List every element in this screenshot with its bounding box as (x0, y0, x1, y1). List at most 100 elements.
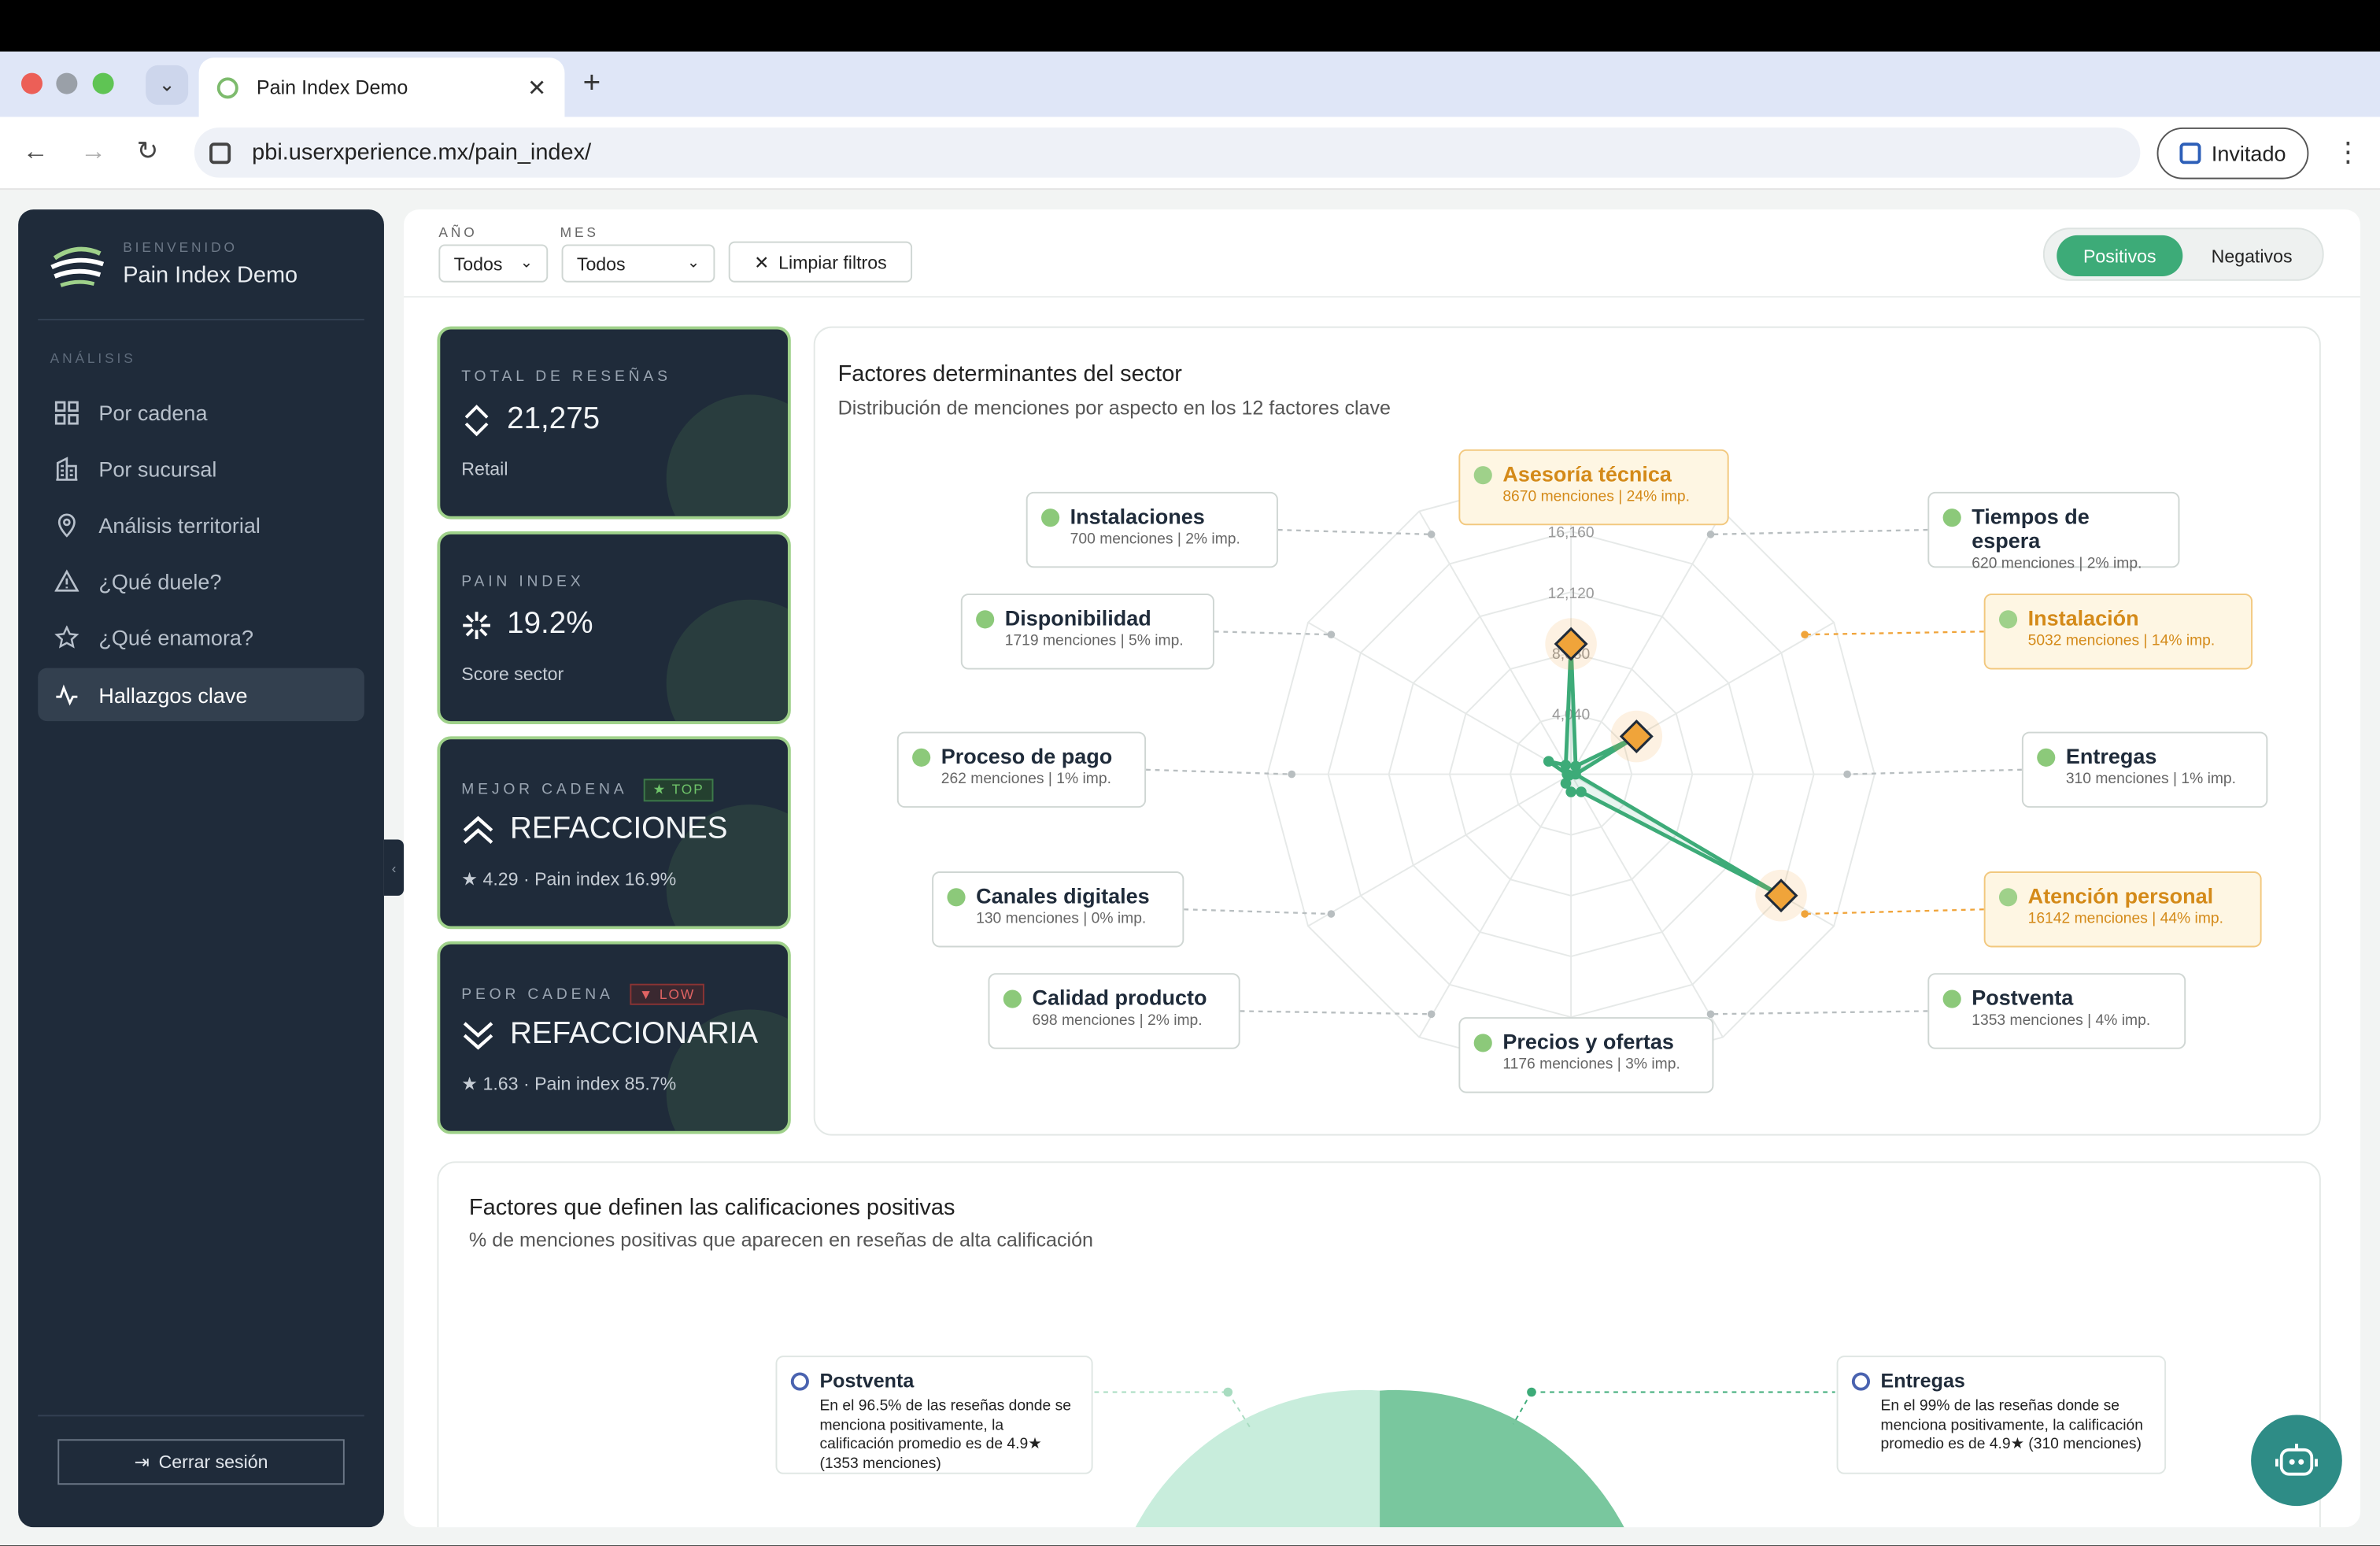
callout-leader (1512, 1392, 1532, 1425)
factor-label-box[interactable]: Precios y ofertas 1176 menciones | 3% imp… (1458, 1017, 1714, 1093)
factor-name: Instalaciones (1070, 504, 1205, 529)
factor-connector (1240, 1010, 1432, 1015)
factor-label-box[interactable]: Instalaciones 700 menciones | 2% imp. (1026, 491, 1278, 568)
year-select-value: Todos (453, 253, 503, 275)
factor-label-box[interactable]: Tiempos de espera 620 menciones | 2% imp. (1927, 491, 2180, 572)
factor-name: Proceso de pago (941, 744, 1113, 768)
kpi-label: MEJOR CADENA (461, 782, 627, 799)
radar-point (1570, 760, 1581, 772)
callout-dot (1223, 1387, 1233, 1397)
factor-label-box[interactable]: Calidad producto 698 menciones | 2% imp. (988, 973, 1240, 1049)
factor-icon (1998, 610, 2018, 629)
factor-icon (912, 748, 931, 767)
factor-icon (1942, 509, 1961, 527)
circle-icon (790, 1372, 809, 1391)
site-settings-icon[interactable] (209, 142, 231, 164)
double-chevron-up-icon (463, 815, 493, 843)
year-filter-label: AÑO (438, 224, 478, 240)
close-window-button[interactable] (21, 72, 43, 94)
location-pin-icon (54, 511, 81, 538)
browser-menu-icon[interactable]: ⋮ (2334, 136, 2362, 168)
factor-connector-dot (1288, 770, 1296, 779)
toggle-negativos[interactable]: Negativos (2211, 245, 2293, 267)
year-select[interactable]: Todos ⌄ (438, 244, 549, 283)
url-text: pbi.userxperience.mx/pain_index/ (252, 139, 592, 166)
factor-name: Calidad producto (1032, 985, 1207, 1010)
factor-stats: 16142 menciones | 44% imp. (2027, 911, 2224, 928)
positive-title: Factores que definen las calificaciones … (468, 1194, 955, 1221)
back-arrow-icon[interactable]: ← (22, 136, 49, 166)
circle-icon (1851, 1372, 1871, 1391)
kpi-mejor-cadena: MEJOR CADENA ★ TOP REFACCIONES ★ 4.29 · … (437, 736, 791, 930)
sidebar-collapse-handle[interactable]: ‹ (383, 839, 405, 896)
kpi-value: 21,275 (507, 402, 601, 436)
factor-label-box[interactable]: Disponibilidad 1719 menciones | 5% imp. (960, 594, 1214, 670)
factor-label-box[interactable]: Entregas 310 menciones | 1% imp. (2021, 731, 2268, 808)
callout-leader (1227, 1392, 1251, 1429)
radar-point (1561, 768, 1572, 780)
logout-button[interactable]: ⇥ Cerrar sesión (57, 1439, 345, 1485)
factor-name: Postventa (1972, 985, 2074, 1010)
filter-bar: AÑO Todos ⌄ MES Todos ⌄ ✕ Limpiar filtro… (404, 209, 2360, 298)
positive-chart-segment-entregas[interactable] (1380, 1389, 1638, 1528)
url-field[interactable]: pbi.userxperience.mx/pain_index/ (194, 128, 2141, 178)
factor-label-box[interactable]: Postventa 1353 menciones | 4% imp. (1927, 973, 2186, 1049)
sidebar-item-por-sucursal[interactable]: Por sucursal (38, 442, 364, 495)
factor-name: Entregas (2065, 744, 2157, 768)
month-select-value: Todos (576, 253, 626, 275)
radar-axis (1307, 621, 1572, 775)
factor-connector-dot (1706, 531, 1715, 538)
factor-stats: 620 menciones | 2% imp. (1972, 555, 2142, 573)
maximize-window-button[interactable] (92, 72, 114, 94)
radar-point (1560, 778, 1572, 789)
radar-point (1560, 760, 1572, 771)
sidebar-item-hallazgos-clave[interactable]: Hallazgos clave (38, 668, 364, 722)
toggle-positivos[interactable]: Positivos (2057, 235, 2183, 277)
logo-icon (50, 246, 105, 287)
factor-connector (1805, 631, 1984, 636)
factor-name: Atención personal (2027, 883, 2214, 908)
kpi-sub: Score sector (461, 663, 564, 685)
sidebar-item-que-enamora[interactable]: ¿Qué enamora? (38, 610, 364, 664)
profile-button[interactable]: Invitado (2156, 128, 2309, 179)
factor-connector-dot (1327, 910, 1336, 918)
tab-search-button[interactable]: ⌄ (146, 65, 189, 105)
factor-label-box[interactable]: Asesoría técnica 8670 menciones | 24% imp… (1458, 449, 1729, 526)
forward-arrow-icon[interactable]: → (80, 136, 107, 166)
sidebar-item-por-cadena[interactable]: Por cadena (38, 386, 364, 439)
close-tab-icon[interactable]: ✕ (527, 75, 547, 102)
factor-connector (1805, 908, 1984, 915)
chatbot-button[interactable] (2251, 1415, 2342, 1507)
factor-connector-dot (1801, 910, 1809, 918)
browser-tab[interactable]: Pain Index Demo ✕ (198, 57, 565, 117)
positive-chart-segment-postventa[interactable] (1122, 1389, 1380, 1528)
factor-connector-dot (1327, 631, 1336, 638)
tab-title: Pain Index Demo (256, 76, 408, 99)
factor-label-box[interactable]: Canales digitales 130 menciones | 0% imp. (932, 871, 1184, 948)
factor-stats: 698 menciones | 2% imp. (1032, 1012, 1203, 1030)
kpi-value: 19.2% (507, 607, 593, 641)
sidebar-item-que-duele[interactable]: ¿Qué duele? (38, 554, 364, 608)
clear-filters-label: Limpiar filtros (778, 251, 887, 273)
factor-connector (1184, 908, 1332, 915)
new-tab-button[interactable]: + (582, 66, 601, 101)
factor-name: Canales digitales (976, 883, 1150, 908)
factor-connector-dot (1706, 1010, 1715, 1019)
factor-connector-dot (1427, 531, 1436, 538)
factor-name: Instalación (2027, 605, 2139, 631)
factor-label-box[interactable]: Instalación 5032 menciones | 14% imp. (1983, 594, 2253, 670)
minimize-window-button[interactable] (56, 72, 78, 94)
clear-filters-button[interactable]: ✕ Limpiar filtros (728, 241, 913, 283)
radar-ring-label: 4,040 (1552, 707, 1590, 723)
factor-icon (1998, 888, 2018, 907)
building-icon (54, 455, 81, 483)
month-select[interactable]: Todos ⌄ (561, 244, 715, 283)
welcome-label: BIENVENIDO (123, 239, 238, 256)
factor-label-box[interactable]: Atención personal 16142 menciones | 44% i… (1983, 871, 2262, 948)
callout-entregas: Entregas En el 99% de las reseñas donde … (1836, 1356, 2167, 1474)
sidebar-item-analisis-territorial[interactable]: Análisis territorial (38, 498, 364, 552)
sidebar-section-label: ANÁLISIS (50, 350, 136, 366)
factor-name: Tiempos de espera (1972, 504, 2090, 553)
factor-label-box[interactable]: Proceso de pago 262 menciones | 1% imp. (896, 731, 1147, 808)
reload-icon[interactable]: ↻ (136, 136, 159, 166)
